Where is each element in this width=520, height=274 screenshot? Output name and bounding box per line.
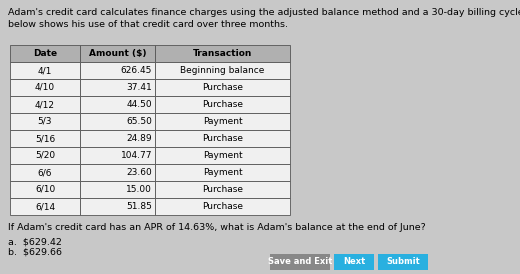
Bar bbox=[80, 130, 155, 147]
Text: Purchase: Purchase bbox=[202, 202, 243, 211]
Text: Purchase: Purchase bbox=[202, 134, 243, 143]
Bar bbox=[155, 198, 290, 215]
Bar bbox=[10, 198, 80, 215]
Text: 5/20: 5/20 bbox=[35, 151, 55, 160]
Text: 6/14: 6/14 bbox=[35, 202, 55, 211]
Bar bbox=[80, 181, 155, 198]
Text: Beginning balance: Beginning balance bbox=[180, 66, 265, 75]
Text: 5/16: 5/16 bbox=[35, 134, 55, 143]
Text: Payment: Payment bbox=[203, 117, 242, 126]
Bar bbox=[10, 164, 80, 181]
Bar bbox=[80, 62, 155, 79]
Bar bbox=[334, 254, 374, 270]
Text: a.  $629.42: a. $629.42 bbox=[8, 237, 62, 246]
Text: If Adam's credit card has an APR of 14.63%, what is Adam's balance at the end of: If Adam's credit card has an APR of 14.6… bbox=[8, 223, 426, 232]
Text: 44.50: 44.50 bbox=[126, 100, 152, 109]
Text: Purchase: Purchase bbox=[202, 83, 243, 92]
Text: Save and Exit: Save and Exit bbox=[268, 258, 332, 267]
Text: 4/1: 4/1 bbox=[38, 66, 52, 75]
Text: 23.60: 23.60 bbox=[126, 168, 152, 177]
Bar bbox=[155, 147, 290, 164]
Bar bbox=[80, 198, 155, 215]
Bar bbox=[155, 113, 290, 130]
Bar bbox=[10, 45, 80, 62]
Bar bbox=[270, 254, 330, 270]
Text: below shows his use of that credit card over three months.: below shows his use of that credit card … bbox=[8, 20, 288, 29]
Bar bbox=[80, 79, 155, 96]
Text: Next: Next bbox=[343, 258, 365, 267]
Bar bbox=[10, 113, 80, 130]
Text: 6/10: 6/10 bbox=[35, 185, 55, 194]
Text: Submit: Submit bbox=[386, 258, 420, 267]
Text: 4/10: 4/10 bbox=[35, 83, 55, 92]
Bar bbox=[155, 62, 290, 79]
Text: 104.77: 104.77 bbox=[121, 151, 152, 160]
Bar bbox=[155, 130, 290, 147]
Text: b.  $629.66: b. $629.66 bbox=[8, 247, 62, 256]
Bar bbox=[80, 96, 155, 113]
Text: Date: Date bbox=[33, 49, 57, 58]
Bar bbox=[155, 181, 290, 198]
Text: 65.50: 65.50 bbox=[126, 117, 152, 126]
Bar bbox=[10, 96, 80, 113]
Text: Adam's credit card calculates finance charges using the adjusted balance method : Adam's credit card calculates finance ch… bbox=[8, 8, 520, 17]
Bar bbox=[10, 147, 80, 164]
Bar bbox=[10, 79, 80, 96]
Bar bbox=[155, 164, 290, 181]
Bar bbox=[378, 254, 428, 270]
Bar bbox=[155, 96, 290, 113]
Text: 24.89: 24.89 bbox=[126, 134, 152, 143]
Text: 37.41: 37.41 bbox=[126, 83, 152, 92]
Bar bbox=[10, 181, 80, 198]
Text: Amount ($): Amount ($) bbox=[89, 49, 146, 58]
Bar bbox=[80, 45, 155, 62]
Bar bbox=[80, 147, 155, 164]
Bar bbox=[80, 164, 155, 181]
Bar bbox=[80, 113, 155, 130]
Text: Payment: Payment bbox=[203, 168, 242, 177]
Text: Transaction: Transaction bbox=[193, 49, 252, 58]
Text: 4/12: 4/12 bbox=[35, 100, 55, 109]
Text: Purchase: Purchase bbox=[202, 100, 243, 109]
Text: 626.45: 626.45 bbox=[121, 66, 152, 75]
Bar bbox=[10, 62, 80, 79]
Text: 15.00: 15.00 bbox=[126, 185, 152, 194]
Text: 6/6: 6/6 bbox=[38, 168, 52, 177]
Text: Payment: Payment bbox=[203, 151, 242, 160]
Text: 5/3: 5/3 bbox=[38, 117, 52, 126]
Text: 51.85: 51.85 bbox=[126, 202, 152, 211]
Text: Purchase: Purchase bbox=[202, 185, 243, 194]
Bar bbox=[10, 130, 80, 147]
Bar bbox=[155, 45, 290, 62]
Bar bbox=[155, 79, 290, 96]
